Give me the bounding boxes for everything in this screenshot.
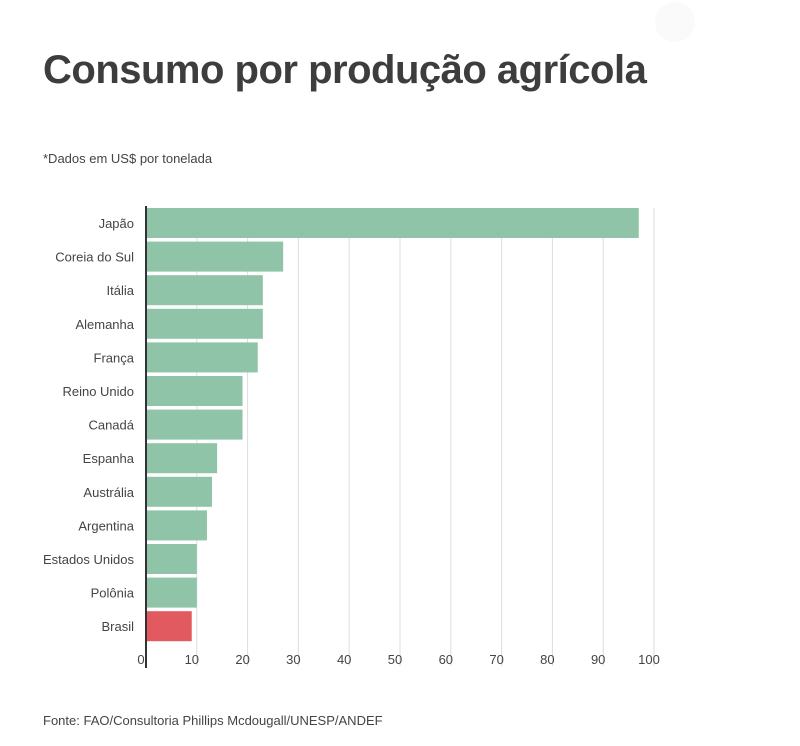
bars [146,208,639,642]
bar-7 [146,443,218,474]
bar-12 [146,611,192,642]
x-tick-label: 40 [337,652,351,667]
category-label: Japão [99,216,134,231]
x-tick-label: 50 [388,652,402,667]
bar-2 [146,275,263,306]
category-label: Reino Unido [62,384,134,399]
bar-6 [146,409,243,440]
bar-8 [146,476,213,507]
bar-11 [146,577,197,608]
category-label: Polônia [91,586,135,601]
category-label: Itália [107,283,135,298]
x-tick-label: 60 [439,652,453,667]
x-tick-label: 30 [286,652,300,667]
x-tick-label: 80 [540,652,554,667]
category-label: Alemanha [75,317,134,332]
bar-9 [146,510,207,541]
bar-1 [146,241,284,272]
category-labels: Japão Coreia do Sul Itália Alemanha França Re… [43,216,135,634]
x-tick-label: 0 [137,652,144,667]
bar-4 [146,342,258,373]
category-label: Espanha [83,451,135,466]
x-tick-label: 90 [591,652,605,667]
grid-lines [196,208,655,666]
x-tick-label: 10 [185,652,199,667]
bar-3 [146,308,263,339]
bar-10 [146,544,197,574]
x-tick-label: 70 [489,652,503,667]
category-label: Coreia do Sul [55,250,134,265]
bar-5 [146,376,243,406]
x-tick-label: 20 [235,652,249,667]
chart-source: Fonte: FAO/Consultoria Phillips Mcdougal… [43,713,383,728]
x-tick-label: 100 [638,652,660,667]
decorative-circle [655,2,695,42]
category-label: Brasil [101,619,134,634]
category-label: Canadá [88,418,134,433]
category-label: Estados Unidos [43,552,135,567]
category-label: Austrália [83,485,134,500]
x-tick-labels: 0 10 20 30 40 50 60 70 80 90 100 [137,652,659,667]
chart-title: Consumo por produção agrícola [43,48,647,92]
bar-0 [146,208,639,238]
category-label: Argentina [78,518,134,533]
category-label: França [94,350,135,365]
chart-subtitle: *Dados em US$ por tonelada [43,151,213,166]
